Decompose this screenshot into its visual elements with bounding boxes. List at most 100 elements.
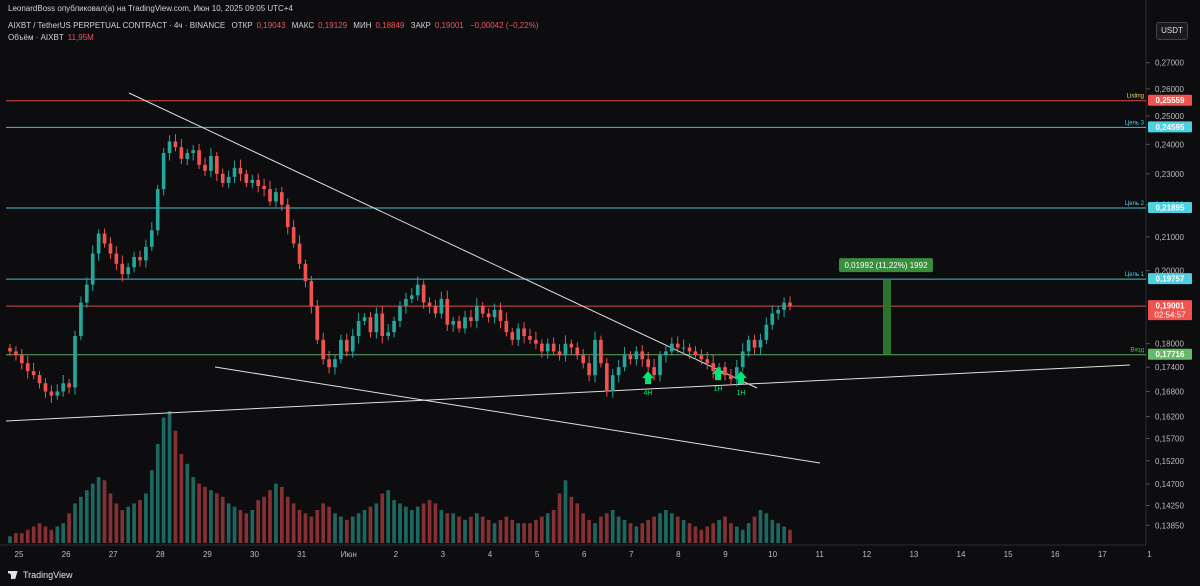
candle-body	[415, 284, 420, 296]
ascending-trendline	[5, 364, 1131, 422]
candle-body	[776, 309, 781, 314]
volume-bar	[102, 480, 107, 543]
x-tick-label: 26	[62, 550, 71, 559]
candle-body	[362, 317, 367, 321]
candle-body	[734, 367, 739, 380]
candle-body	[480, 306, 485, 314]
volume-bar	[90, 483, 95, 543]
y-tick-label: 0,15200	[1155, 457, 1184, 466]
volume-bar	[238, 510, 243, 543]
volume-bar	[333, 513, 337, 543]
volume-bar	[161, 417, 166, 543]
candle-body	[149, 230, 154, 247]
volume-bar	[752, 516, 757, 543]
candle-body	[386, 332, 391, 337]
candle-body	[203, 164, 207, 171]
volume-bar	[675, 516, 680, 543]
candle-body	[256, 179, 261, 186]
close-label: ЗАКР	[410, 21, 431, 30]
y-tick-label: 0,24000	[1155, 140, 1184, 149]
tradingview-icon	[8, 571, 18, 579]
volume-bar	[563, 480, 568, 543]
volume-bar	[492, 523, 497, 543]
volume-bar	[67, 513, 71, 543]
descending-trendline	[128, 92, 758, 389]
x-tick-label: 5	[535, 550, 540, 559]
candle-body	[114, 253, 119, 264]
candle-body	[321, 339, 326, 360]
lower-channel-line	[214, 366, 821, 464]
volume-bar	[274, 483, 278, 543]
candle-body	[173, 141, 178, 148]
volume-bar	[646, 519, 651, 543]
volume-bar	[469, 516, 473, 543]
y-tick-label: 0,18000	[1155, 340, 1184, 349]
volume-bar	[498, 519, 503, 543]
candle-body	[492, 309, 497, 318]
volume-bar	[622, 519, 627, 543]
x-tick-label: 2	[394, 550, 399, 559]
volume-label: Объём · AIXBT	[8, 33, 64, 42]
candle-body	[90, 253, 95, 285]
candle-body	[31, 371, 36, 376]
volume-bar	[297, 510, 302, 543]
level-price-text: 0,17716	[1156, 350, 1185, 359]
volume-bar	[474, 513, 479, 543]
measure-range-bar	[883, 279, 891, 355]
x-tick-label: 8	[676, 550, 681, 559]
volume-bar	[197, 483, 201, 543]
volume-bar	[652, 516, 656, 543]
level-price-badge	[1148, 201, 1192, 213]
x-tick-label: 31	[297, 550, 306, 559]
y-tick-label: 0,26000	[1155, 85, 1184, 94]
measure-label-box	[839, 258, 933, 273]
volume-bar	[764, 513, 769, 543]
x-tick-label: 13	[909, 550, 918, 559]
x-tick-label: 9	[723, 550, 728, 559]
candle-body	[711, 363, 716, 372]
candle-body	[758, 339, 763, 348]
candle-body	[398, 306, 402, 321]
volume-bar	[220, 496, 225, 543]
volume-bar	[173, 430, 178, 543]
y-tick-label: 0,25000	[1155, 112, 1184, 121]
candle-body	[49, 391, 54, 396]
volume-bar	[510, 519, 515, 543]
ohlc-legend: AIXBT / TetherUS PERPETUAL CONTRACT · 4ч…	[8, 21, 542, 30]
candle-body	[463, 317, 467, 329]
candle-body	[250, 179, 255, 183]
level-price-text: 0,19001	[1156, 302, 1185, 311]
volume-bar	[191, 477, 196, 543]
volume-value: 11,95M	[67, 33, 94, 42]
candle-body	[658, 355, 662, 376]
candle-body	[374, 313, 379, 333]
volume-bar	[634, 526, 639, 543]
volume-bar	[79, 496, 83, 543]
volume-bar	[687, 523, 692, 543]
currency-button[interactable]: USDT	[1156, 22, 1188, 40]
candle-body	[96, 233, 101, 254]
candle-body	[439, 298, 444, 314]
volume-bar	[392, 500, 396, 543]
volume-bar	[445, 513, 450, 543]
volume-bar	[451, 513, 456, 543]
x-tick-label: 11	[816, 550, 825, 559]
candle-body	[474, 306, 479, 321]
change-value: −0,00042 (−0,22%)	[469, 21, 539, 30]
candle-body	[616, 367, 621, 376]
candle-body	[14, 351, 18, 356]
candle-body	[681, 347, 686, 349]
candle-body	[37, 375, 42, 384]
y-tick-label: 0,16200	[1155, 413, 1184, 422]
volume-bar	[717, 519, 721, 543]
candle-body	[433, 306, 438, 314]
volume-bar	[31, 526, 36, 543]
candle-body	[752, 339, 757, 348]
candle-body	[593, 339, 597, 376]
volume-bar	[539, 516, 544, 543]
volume-bar	[114, 503, 119, 543]
volume-bar	[569, 496, 574, 543]
low-label: МИН	[353, 21, 372, 30]
volume-bar	[25, 529, 30, 543]
